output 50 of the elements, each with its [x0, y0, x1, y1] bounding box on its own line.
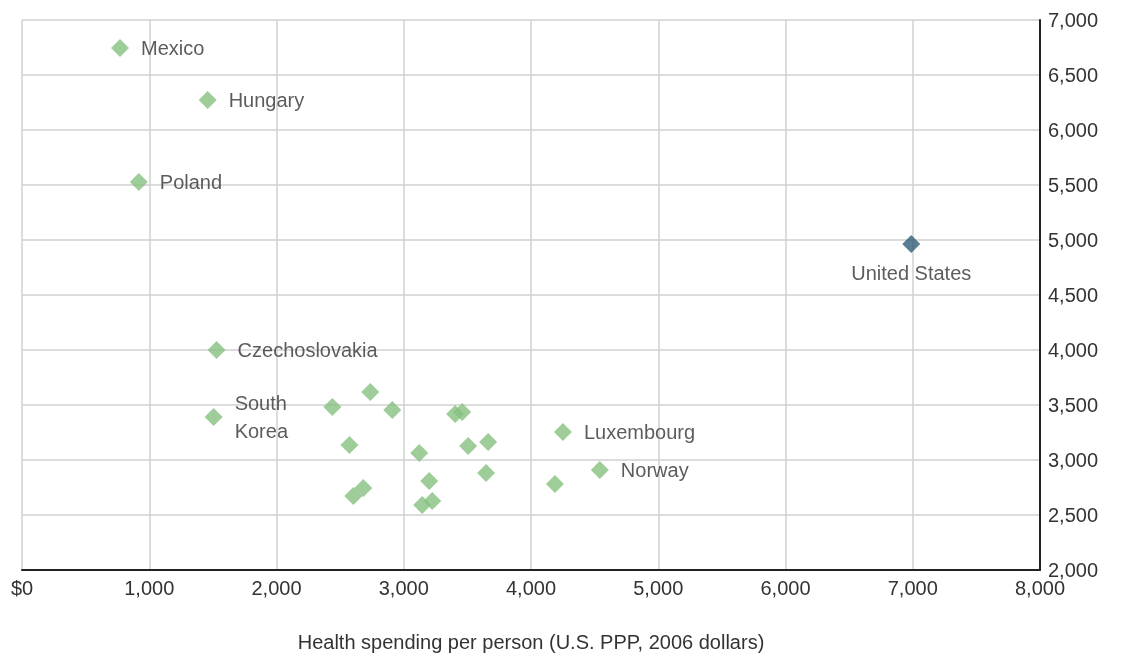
y-tick-label: 7,000 [1048, 9, 1099, 31]
point [553, 422, 572, 441]
annotation: Luxembourg [583, 420, 696, 443]
y-tick-label: 2,000 [1048, 559, 1099, 581]
x-tick-label: 7,000 [887, 577, 938, 599]
y-tick-label: 5,500 [1048, 174, 1099, 196]
point [459, 437, 478, 456]
point [207, 341, 226, 359]
point [354, 479, 373, 498]
y-tick-label: 3,500 [1048, 394, 1099, 416]
annotation: Hungary [228, 88, 305, 111]
x-tick-label: 6,000 [760, 577, 811, 599]
point [477, 463, 496, 482]
point [479, 432, 498, 451]
x-tick-label: 5,000 [633, 577, 684, 599]
annotation: United States [851, 261, 972, 284]
point [110, 39, 129, 58]
point [204, 408, 223, 427]
point [413, 495, 432, 514]
x-tick-label: $0 [10, 577, 34, 599]
point [383, 400, 402, 419]
y-tick-label: 3,000 [1048, 449, 1099, 471]
x-tick-label: 4,000 [505, 577, 557, 599]
annotation: Poland [159, 171, 223, 194]
point [453, 403, 472, 422]
point [344, 486, 363, 505]
x-tick-label: 1,000 [124, 577, 175, 599]
point [590, 461, 609, 480]
y-tick-label: 5,000 [1048, 229, 1099, 251]
point [361, 383, 380, 402]
point [545, 474, 564, 493]
annotation: South Korea [234, 392, 289, 443]
x-axis-title: Health spending per person (U.S. PPP, 2006 dollars) [297, 631, 765, 653]
point [129, 173, 148, 192]
point [323, 397, 342, 416]
y-tick-label: 4,500 [1048, 284, 1099, 306]
annotation: Czechoslovakia [237, 339, 379, 361]
annotation: Mexico [140, 37, 205, 60]
x-tick-label: 2,000 [251, 577, 302, 599]
point [198, 90, 217, 109]
y-tick-label: 2,500 [1048, 504, 1099, 526]
point [902, 234, 921, 253]
annotation: Norway [620, 459, 689, 482]
point [420, 472, 439, 491]
point [410, 443, 429, 462]
y-tick-label: 6,500 [1048, 64, 1099, 86]
point [340, 436, 359, 455]
x-tick-label: 3,000 [378, 577, 429, 599]
y-tick-label: 6,000 [1048, 119, 1099, 141]
y-tick-label: 4,000 [1048, 339, 1099, 361]
